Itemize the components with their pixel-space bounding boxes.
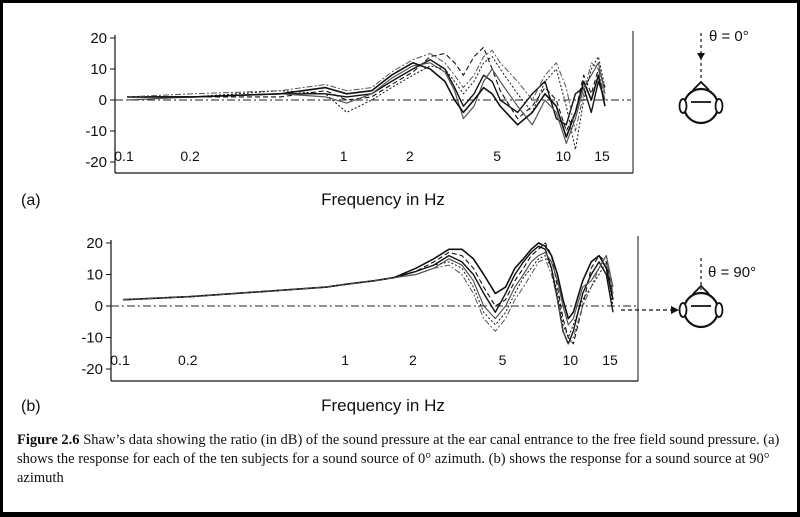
series-line xyxy=(122,251,614,326)
y-tick-label: 10 xyxy=(90,61,107,78)
x-tick-label: 2 xyxy=(409,352,417,368)
series-line xyxy=(127,46,606,132)
y-tick-label: -10 xyxy=(85,123,107,140)
x-tick-label: 10 xyxy=(563,352,579,368)
panel-b: 20 10 0 -10 -20 0.1 0.2 1 2 5 10 15 (b) Frequency in … xyxy=(21,235,756,415)
x-tick-label: 1 xyxy=(340,148,348,164)
arrow-icon xyxy=(671,306,679,314)
series-line xyxy=(122,245,614,345)
figure-caption: Figure 2.6 Shaw’s data showing the ratio… xyxy=(17,431,787,488)
figure-number: Figure 2.6 xyxy=(17,432,80,448)
series-line xyxy=(127,59,606,126)
x-tick-label: 15 xyxy=(594,148,610,164)
y-tick-label: 0 xyxy=(95,298,103,315)
panel-a: 20 10 0 -10 -20 0.1 0.2 1 2 5 10 15 (a) Frequency in … xyxy=(21,28,749,209)
y-tick-label: 20 xyxy=(86,235,103,252)
x-tick-label: 15 xyxy=(602,352,618,368)
y-tick-label: 20 xyxy=(90,30,107,47)
series-line xyxy=(127,56,606,151)
x-tick-label: 2 xyxy=(406,148,414,164)
figure-frame: 20 10 0 -10 -20 0.1 0.2 1 2 5 10 15 (a) Frequency in … xyxy=(3,3,797,512)
y-tick-label: -10 xyxy=(81,330,103,347)
right-ear-icon xyxy=(714,98,724,114)
x-axis-label: Frequency in Hz xyxy=(321,396,445,415)
y-tick-label: -20 xyxy=(81,361,103,378)
head-icon xyxy=(682,291,720,329)
x-tick-label: 10 xyxy=(556,148,572,164)
y-tick-label: 0 xyxy=(99,92,107,109)
x-tick-label: 0.1 xyxy=(114,148,134,164)
x-tick-label: 5 xyxy=(499,352,507,368)
series-line xyxy=(122,242,614,320)
series-line xyxy=(122,242,614,345)
series-line xyxy=(126,49,606,132)
panel-label: (a) xyxy=(21,192,41,209)
y-tick-label: -20 xyxy=(85,154,107,171)
series-line xyxy=(127,62,606,138)
arrow-icon xyxy=(697,53,705,60)
x-tick-label: 5 xyxy=(493,148,501,164)
nose-icon xyxy=(692,284,710,295)
right-ear-icon xyxy=(714,302,724,318)
y-tick-label: 10 xyxy=(86,267,103,284)
caption-text: Shaw’s data showing the ratio (in dB) of… xyxy=(17,432,780,486)
series-line xyxy=(122,255,614,345)
x-axis-label: Frequency in Hz xyxy=(321,190,445,209)
panel-label: (b) xyxy=(21,398,41,415)
left-ear-icon xyxy=(678,98,688,114)
series-line xyxy=(122,255,614,338)
azimuth-label: θ = 0° xyxy=(709,28,749,45)
left-ear-icon xyxy=(678,302,688,318)
x-tick-label: 0.2 xyxy=(178,352,198,368)
azimuth-label: θ = 90° xyxy=(708,264,756,281)
x-tick-label: 0.2 xyxy=(180,148,200,164)
x-tick-label: 1 xyxy=(341,352,349,368)
x-tick-label: 0.1 xyxy=(110,352,130,368)
head-icon xyxy=(682,87,720,125)
